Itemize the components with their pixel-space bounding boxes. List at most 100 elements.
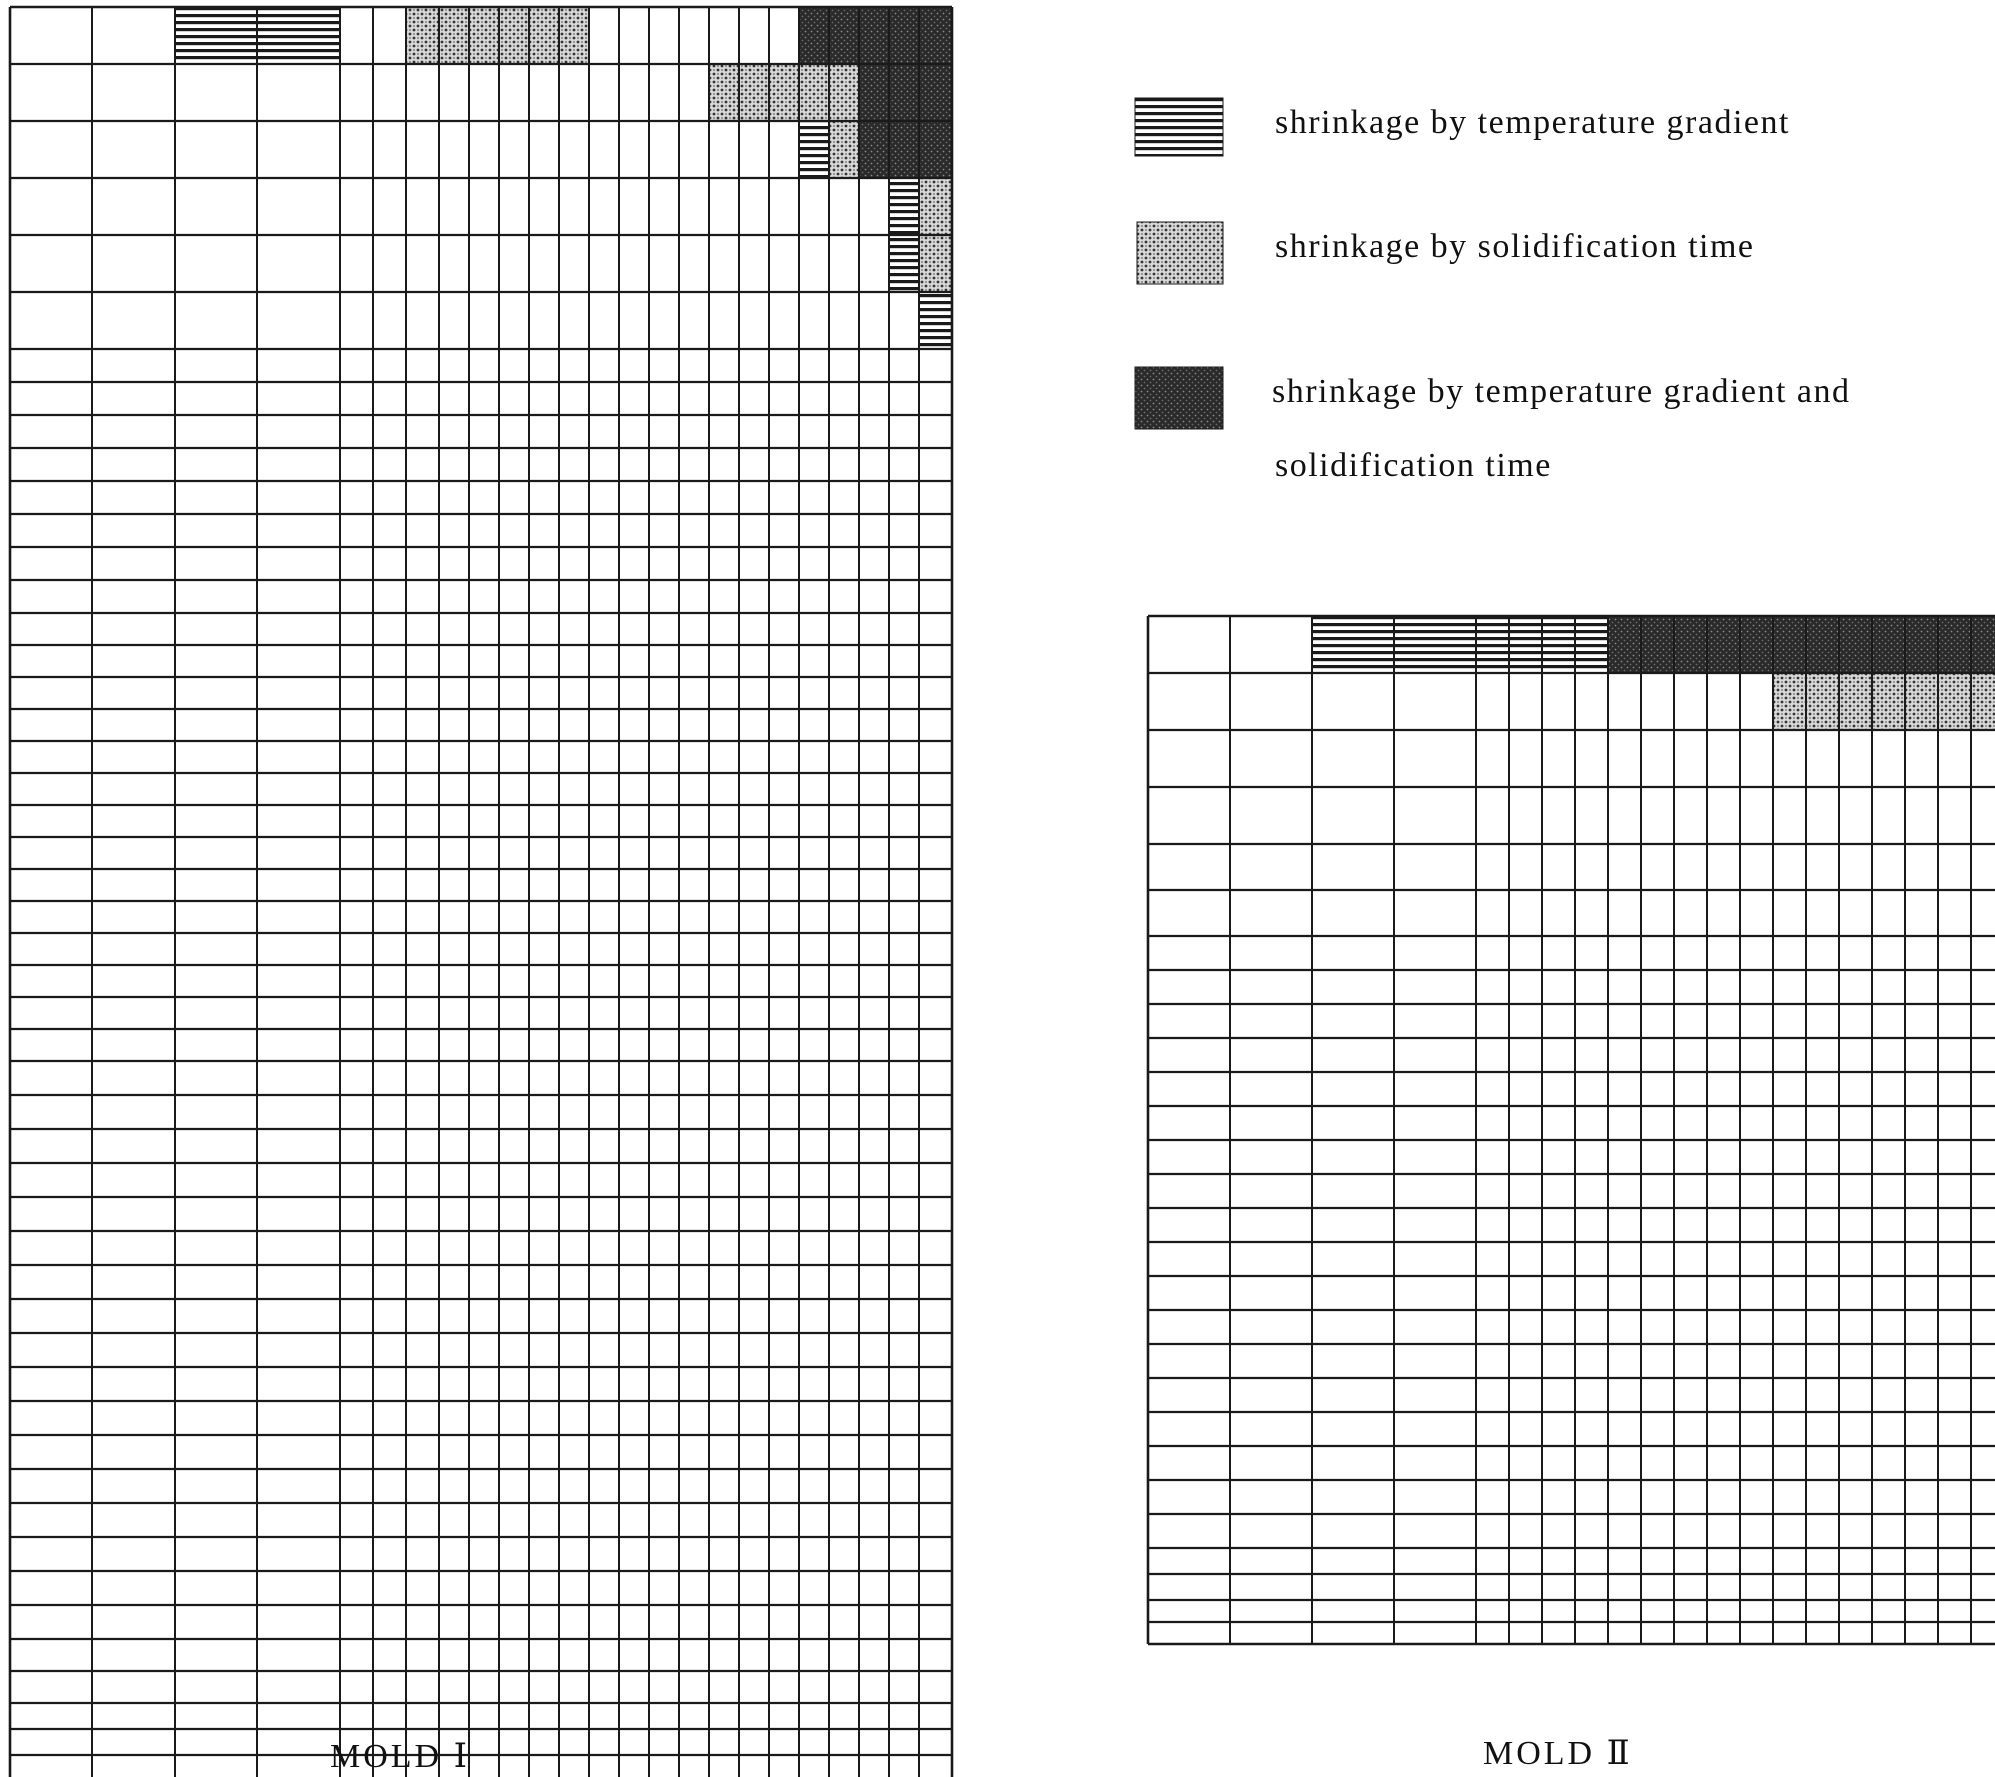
mesh-cell [859, 1197, 889, 1231]
mesh-cell [799, 448, 829, 481]
mesh-cell [1806, 730, 1839, 787]
mesh-cell [1674, 970, 1707, 1004]
mesh-cell [92, 805, 175, 837]
mesh-cell-combined [919, 7, 952, 64]
mesh-cell [406, 1755, 439, 1777]
mesh-cell [649, 1265, 679, 1299]
mesh-cell [10, 1129, 92, 1163]
mesh-cell [769, 1095, 799, 1129]
mesh-cell [1230, 844, 1312, 890]
mesh-cell [1971, 1038, 1995, 1072]
mesh-cell [1394, 1242, 1476, 1276]
mesh-cell [1674, 1310, 1707, 1344]
mesh-cell [1707, 970, 1740, 1004]
mesh-cell [829, 1503, 859, 1537]
mesh-cell [769, 1605, 799, 1639]
mesh-cell [1230, 1548, 1312, 1574]
mesh-cell [589, 7, 619, 64]
mesh-cell [1971, 1140, 1995, 1174]
mesh-cell [1971, 1622, 1995, 1644]
mesh-cell [1230, 787, 1312, 844]
mesh-cell [769, 1061, 799, 1095]
mesh-cell [799, 1503, 829, 1537]
mesh-cell [1872, 1038, 1905, 1072]
mesh-cell [406, 1703, 439, 1729]
mesh-cell [889, 1029, 919, 1061]
mesh-cell [589, 382, 619, 415]
mesh-cell [529, 121, 559, 178]
mesh-cell [769, 121, 799, 178]
mesh-cell [92, 901, 175, 933]
mesh-cell [1542, 1378, 1575, 1412]
mesh-cell [679, 580, 709, 613]
mesh-cell [1839, 844, 1872, 890]
mesh-cell [1542, 890, 1575, 936]
mesh-cell [1509, 1140, 1542, 1174]
mesh-cell [340, 1061, 373, 1095]
mesh-cell [889, 1755, 919, 1777]
mesh-cell [1641, 1600, 1674, 1622]
mesh-cell [1773, 1446, 1806, 1480]
mesh-cell [589, 1333, 619, 1367]
mesh-cell [1839, 970, 1872, 1004]
mesh-cell [829, 613, 859, 645]
mesh-cell [919, 1333, 952, 1367]
mesh-cell [739, 1671, 769, 1703]
mesh-cell [679, 1435, 709, 1469]
mesh-cell [1641, 1574, 1674, 1600]
mesh-cell [257, 481, 340, 514]
mesh-cell [1509, 1174, 1542, 1208]
mesh-cell [499, 121, 529, 178]
mesh-cell [619, 64, 649, 121]
mesh-cell [799, 1231, 829, 1265]
mesh-cell [769, 1537, 799, 1571]
mesh-cell [1641, 1548, 1674, 1574]
mesh-cell [589, 869, 619, 901]
mesh-cell [709, 121, 739, 178]
mesh-cell [1575, 1038, 1608, 1072]
mesh-cell [1476, 970, 1509, 1004]
mesh-cell [1148, 730, 1230, 787]
mesh-cell [257, 514, 340, 547]
mesh-cell [10, 1197, 92, 1231]
mesh-cell [1806, 1072, 1839, 1106]
mesh-cell [859, 1231, 889, 1265]
mesh-cell [679, 382, 709, 415]
mesh-cell [1905, 1276, 1938, 1310]
mesh-cell [829, 415, 859, 448]
mesh-cell [1839, 890, 1872, 936]
mesh-cell [406, 837, 439, 869]
mesh-cell [10, 613, 92, 645]
mesh-cell [649, 1129, 679, 1163]
mesh-cell [1773, 1600, 1806, 1622]
mesh-cell [919, 1435, 952, 1469]
mesh-cell [373, 1129, 406, 1163]
mesh-cell [175, 547, 257, 580]
mesh-cell [649, 1163, 679, 1197]
mesh-cell [373, 645, 406, 677]
legend-swatches [1134, 97, 1224, 430]
mesh-cell [1773, 730, 1806, 787]
mesh-cell [340, 869, 373, 901]
mesh-cell [340, 1333, 373, 1367]
mesh-cell [559, 1231, 589, 1265]
mesh-cell [529, 1129, 559, 1163]
mesh-cell [1509, 1600, 1542, 1622]
mesh-cell [10, 1639, 92, 1671]
mesh-cell [829, 1605, 859, 1639]
mesh-cell [469, 448, 499, 481]
mesh-cell [679, 1367, 709, 1401]
mesh-cell-solidification-time [529, 7, 559, 64]
mesh-cell [919, 645, 952, 677]
mesh-cell [1542, 730, 1575, 787]
mesh-cell [889, 773, 919, 805]
mesh-cell [175, 1299, 257, 1333]
mesh-cell [1674, 1276, 1707, 1310]
mesh-cell [589, 121, 619, 178]
mesh-cell [1394, 1310, 1476, 1344]
mesh-cell [1839, 1514, 1872, 1548]
mesh-cell [799, 1197, 829, 1231]
mesh-cell [10, 481, 92, 514]
mesh-cell [739, 869, 769, 901]
mesh-cell [175, 1729, 257, 1755]
